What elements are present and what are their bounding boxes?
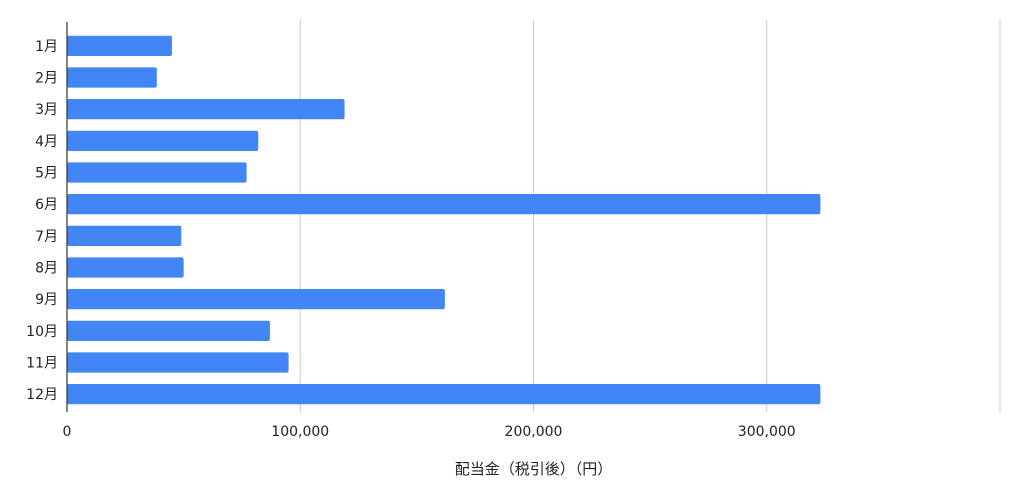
bar-7	[67, 225, 182, 246]
x-tick-label: 200,000	[505, 424, 563, 440]
y-tick-label: 9月	[35, 292, 58, 308]
bar-2	[67, 67, 157, 88]
y-tick-labels: 1月 2月 3月 4月 5月 6月 7月 8月 9月 10月 11月 12月	[26, 39, 58, 403]
y-tick-label: 4月	[35, 134, 58, 150]
y-tick-label: 10月	[26, 324, 58, 340]
bar-8	[67, 257, 184, 278]
y-tick-label: 2月	[35, 71, 58, 87]
y-tick-label: 7月	[35, 229, 58, 245]
bar-1	[67, 35, 172, 56]
bar-6	[67, 194, 821, 215]
bar-10	[67, 320, 270, 341]
x-axis-title: 配当金（税引後）（円）	[455, 460, 613, 478]
y-tick-label: 11月	[26, 356, 58, 372]
x-tick-label: 100,000	[271, 424, 329, 440]
bar-3	[67, 99, 345, 120]
y-tick-label: 8月	[35, 261, 58, 277]
bar-9	[67, 289, 445, 310]
bar-11	[67, 352, 289, 373]
y-tick-label: 3月	[35, 102, 58, 118]
x-tick-label: 300,000	[738, 424, 796, 440]
bar-4	[67, 130, 259, 151]
y-tick-label: 5月	[35, 166, 58, 182]
y-tick-label: 6月	[35, 197, 58, 213]
bars	[67, 35, 821, 405]
gridlines	[299, 20, 1001, 412]
bar-5	[67, 162, 247, 183]
bar-12	[67, 384, 821, 405]
x-tick-label: 0	[63, 424, 72, 440]
y-tick-label: 12月	[26, 387, 58, 403]
y-tick-label: 1月	[35, 39, 58, 55]
x-tick-labels: 0 100,000 200,000 300,000	[63, 424, 796, 440]
